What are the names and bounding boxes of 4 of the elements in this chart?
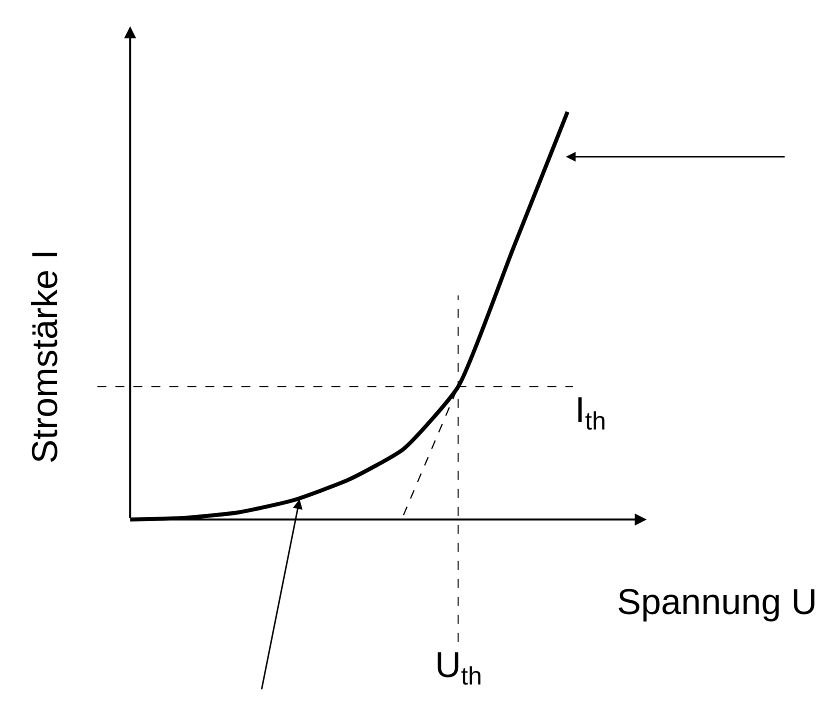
x-axis-title: Spannung U: [617, 581, 818, 622]
text: U$_{th}$: [435, 644, 482, 691]
ref-line-label: I$_{th}$: [575, 389, 606, 436]
y-axis-title: Stromstärke I: [24, 249, 65, 464]
